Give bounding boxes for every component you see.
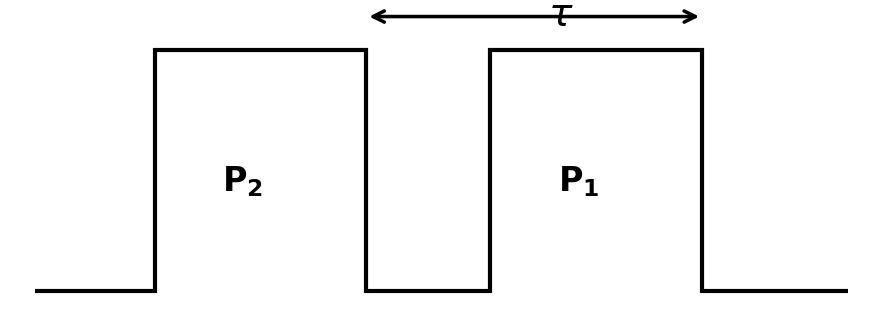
Text: $\mathbf{P_2}$: $\mathbf{P_2}$: [223, 165, 263, 199]
Text: $\tau$: $\tau$: [548, 0, 573, 34]
Text: $\mathbf{P_1}$: $\mathbf{P_1}$: [558, 165, 599, 199]
